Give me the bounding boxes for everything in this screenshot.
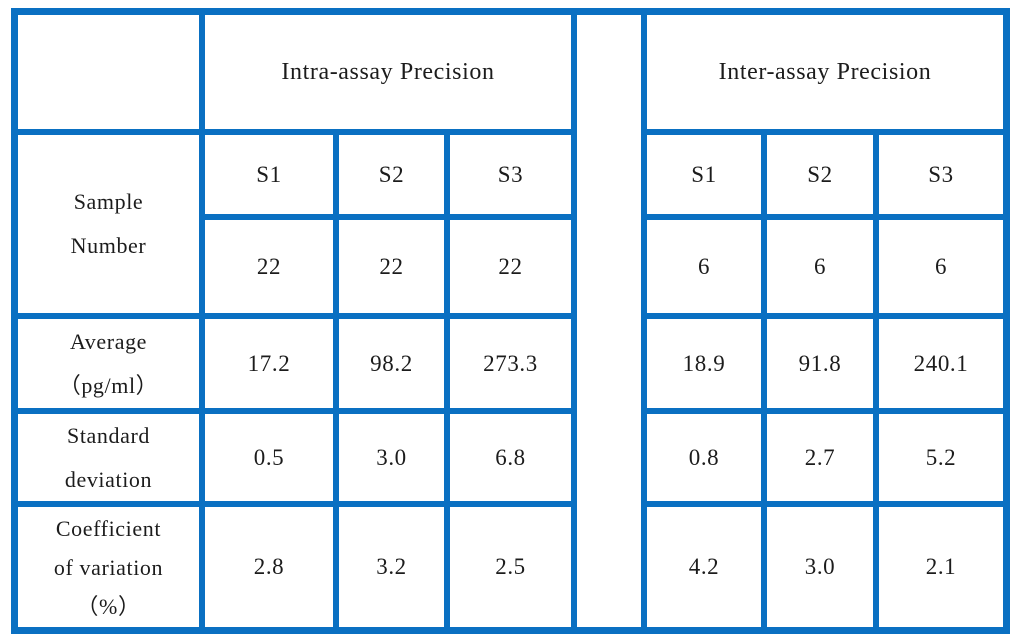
- cv-label-line1: Coefficient: [55, 515, 162, 541]
- intra-std-s2-cell: 3.0: [339, 414, 444, 501]
- inter-sample-s2-cell: S2: [767, 135, 873, 214]
- inter-sample-s3-cell: S3: [879, 135, 1003, 214]
- intra-std-s1-cell: 0.5: [205, 414, 333, 501]
- intra-average-s2: 98.2: [370, 350, 413, 376]
- intra-sample-s2: S2: [378, 161, 405, 187]
- cv-label-line3: （%）: [76, 593, 141, 619]
- inter-assay-header-label: Inter-assay Precision: [718, 58, 932, 85]
- intra-average-s3: 273.3: [483, 350, 538, 376]
- intra-cv-s3-cell: 2.5: [450, 507, 571, 627]
- inter-cv-s1-cell: 4.2: [647, 507, 761, 627]
- inter-average-s2: 91.8: [798, 350, 842, 376]
- inter-std-s2: 2.7: [804, 444, 836, 470]
- std-deviation-label-cell: Standard deviation: [18, 414, 199, 501]
- intra-std-s3: 6.8: [495, 444, 526, 470]
- inter-std-s1-cell: 0.8: [647, 414, 761, 501]
- intra-average-s3-cell: 273.3: [450, 319, 571, 408]
- inter-sample-s1: S1: [691, 161, 717, 187]
- inter-std-s3: 5.2: [925, 444, 957, 470]
- sample-number-label-cell: Sample Number: [18, 135, 199, 313]
- inter-std-s2-cell: 2.7: [767, 414, 873, 501]
- intra-sample-s3-cell: S3: [450, 135, 571, 214]
- inter-count-s3-cell: 6: [879, 220, 1003, 313]
- inter-average-s3: 240.1: [913, 350, 969, 376]
- inter-sample-s1-cell: S1: [647, 135, 761, 214]
- intra-std-s3-cell: 6.8: [450, 414, 571, 501]
- table-section-divider: [577, 15, 641, 627]
- inter-cv-s2: 3.0: [804, 554, 836, 579]
- intra-cv-s2: 3.2: [376, 554, 407, 579]
- inter-std-s3-cell: 5.2: [879, 414, 1003, 501]
- intra-cv-s1-cell: 2.8: [205, 507, 333, 627]
- intra-std-s1: 0.5: [253, 444, 285, 470]
- intra-average-s2-cell: 98.2: [339, 319, 444, 408]
- intra-sample-s1-cell: S1: [205, 135, 333, 214]
- intra-assay-header-label: Intra-assay Precision: [281, 58, 495, 85]
- inter-count-s3: 6: [934, 253, 948, 279]
- std-deviation-label-line1: Standard: [66, 422, 150, 448]
- inter-std-s1: 0.8: [688, 444, 720, 470]
- inter-average-s2-cell: 91.8: [767, 319, 873, 408]
- average-label-line1: Average: [69, 328, 148, 354]
- intra-count-s3-cell: 22: [450, 220, 571, 313]
- intra-count-s2-cell: 22: [339, 220, 444, 313]
- inter-average-s3-cell: 240.1: [879, 319, 1003, 408]
- inter-cv-s3: 2.1: [925, 554, 957, 579]
- average-label-line2: （pg/ml）: [58, 372, 159, 398]
- intra-assay-header-cell: Intra-assay Precision: [205, 15, 571, 129]
- intra-average-s1: 17.2: [247, 350, 291, 376]
- intra-sample-s3: S3: [497, 161, 524, 187]
- inter-count-s1-cell: 6: [647, 220, 761, 313]
- intra-cv-s1: 2.8: [253, 554, 285, 579]
- inter-cv-s1: 4.2: [688, 554, 720, 579]
- inter-count-s2-cell: 6: [767, 220, 873, 313]
- inter-cv-s2-cell: 3.0: [767, 507, 873, 627]
- inter-sample-s2: S2: [807, 161, 833, 187]
- cv-label-cell: Coefficient of variation （%）: [18, 507, 199, 627]
- inter-cv-s3-cell: 2.1: [879, 507, 1003, 627]
- sample-number-label-line2: Number: [70, 233, 147, 258]
- average-label-cell: Average （pg/ml）: [18, 319, 199, 408]
- inter-average-s1-cell: 18.9: [647, 319, 761, 408]
- intra-std-s2: 3.0: [376, 444, 407, 470]
- inter-average-s1: 18.9: [682, 350, 726, 376]
- inter-assay-header-cell: Inter-assay Precision: [647, 15, 1003, 129]
- intra-cv-s2-cell: 3.2: [339, 507, 444, 627]
- corner-empty-cell: [18, 15, 199, 129]
- inter-count-s1: 6: [697, 253, 711, 279]
- sample-number-label-line1: Sample: [73, 189, 144, 214]
- intra-count-s3: 22: [498, 253, 523, 279]
- intra-sample-s1: S1: [256, 161, 282, 187]
- intra-count-s1: 22: [256, 253, 282, 279]
- intra-average-s1-cell: 17.2: [205, 319, 333, 408]
- intra-count-s2: 22: [379, 253, 404, 279]
- precision-table: Intra-assay Precision Inter-assay Precis…: [11, 8, 1010, 634]
- cv-label-line2: of variation: [53, 554, 164, 580]
- intra-sample-s2-cell: S2: [339, 135, 444, 214]
- inter-count-s2: 6: [813, 253, 827, 279]
- inter-sample-s3: S3: [928, 161, 954, 187]
- intra-count-s1-cell: 22: [205, 220, 333, 313]
- std-deviation-label-line2: deviation: [64, 466, 153, 492]
- intra-cv-s3: 2.5: [495, 554, 526, 579]
